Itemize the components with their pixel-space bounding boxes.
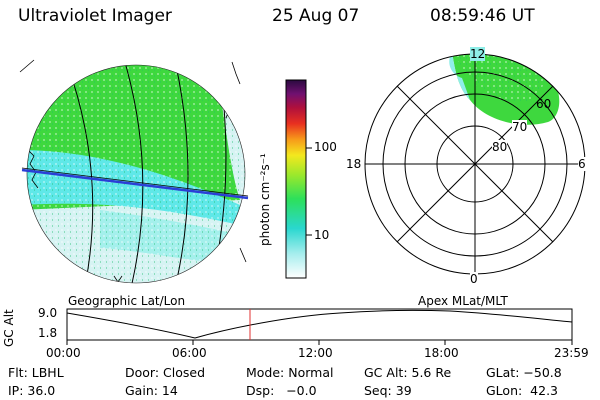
polar-mlat-60: 60 (536, 97, 552, 111)
colorbar-tick-100: 100 (314, 140, 337, 154)
dsp-info: Dsp: −0.0 (246, 383, 317, 398)
polar-mlt-12: 12 (470, 47, 486, 61)
mode-info: Mode: Normal (246, 365, 334, 380)
time-label: 08:59:46 UT (430, 6, 535, 26)
left-projection-label: Geographic Lat/Lon (68, 294, 186, 308)
filter-info: Flt: LBHL (8, 365, 64, 380)
glat-info: GLat: −50.8 (486, 365, 562, 380)
polar-plot (364, 53, 586, 275)
gain-info: Gain: 14 (125, 383, 178, 398)
glon-info: GLon: 42.3 (486, 383, 558, 398)
altitude-xtick-1200: 12:00 (298, 346, 333, 360)
polar-mlat-70: 70 (512, 120, 528, 134)
seq-info: Seq: 39 (364, 383, 412, 398)
altitude-xtick-0000: 00:00 (46, 346, 81, 360)
polar-mlat-80: 80 (492, 140, 508, 154)
polar-mlt-6: 6 (578, 157, 586, 171)
polar-mlt-0: 0 (470, 272, 478, 286)
altitude-xtick-0600: 06:00 (172, 346, 207, 360)
door-info: Door: Closed (125, 365, 206, 380)
satellite-track-line (21, 168, 249, 200)
colorbar-unit-label: photon cm⁻²s⁻¹ (258, 153, 272, 246)
altitude-xtick-2359: 23:59 (554, 346, 589, 360)
gc-alt-info: GC Alt: 5.6 Re (364, 365, 452, 380)
altitude-xtick-1800: 18:00 (424, 346, 459, 360)
app-title: Ultraviolet Imager (18, 6, 172, 26)
ip-info: IP: 36.0 (8, 383, 56, 398)
colorbar-tick-10: 10 (314, 228, 330, 242)
colorbar (285, 79, 312, 279)
altitude-ylabel: GC Alt (2, 309, 16, 347)
altitude-curve (66, 309, 573, 339)
date-label: 25 Aug 07 (272, 6, 360, 26)
altitude-chart (66, 308, 573, 345)
uv-disk-image (19, 59, 249, 284)
right-projection-label: Apex MLat/MLT (418, 294, 508, 308)
altitude-ytick-1-8: 1.8 (38, 326, 58, 340)
altitude-ytick-9: 9.0 (38, 306, 58, 320)
polar-mlt-18: 18 (346, 157, 362, 171)
